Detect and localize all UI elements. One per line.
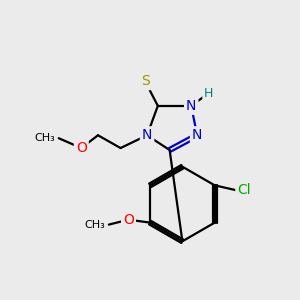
Text: O: O xyxy=(76,141,87,155)
Text: N: N xyxy=(186,99,196,113)
Text: N: N xyxy=(192,128,202,142)
Text: N: N xyxy=(142,128,152,142)
Text: Cl: Cl xyxy=(237,183,251,197)
Text: CH₃: CH₃ xyxy=(34,133,55,143)
Text: CH₃: CH₃ xyxy=(84,220,105,230)
Text: H: H xyxy=(204,87,214,100)
Text: O: O xyxy=(123,213,134,227)
Text: S: S xyxy=(141,74,149,88)
